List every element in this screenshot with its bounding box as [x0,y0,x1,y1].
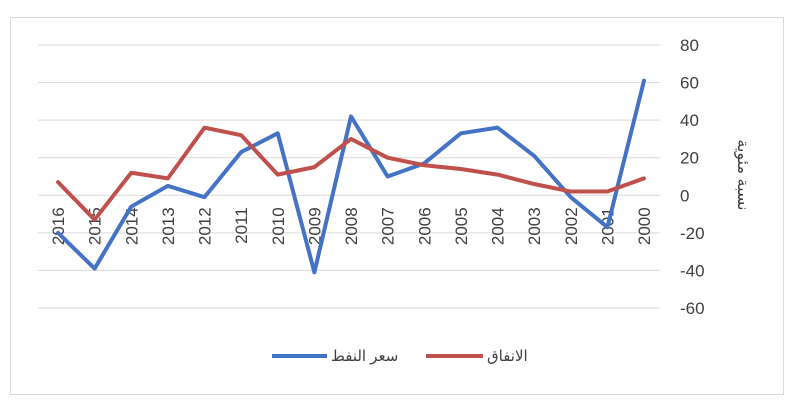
y-tick-label: 0 [680,186,689,205]
y-tick-label: -40 [680,261,705,280]
series-line-oil-price [56,78,646,275]
x-tick-label: 2002 [562,207,581,245]
x-tick-label: 2008 [342,207,361,245]
x-tick-label: 2013 [159,207,178,245]
x-tick-label: 2010 [269,207,288,245]
x-tick-label: 2009 [305,207,324,245]
x-tick-label: 2007 [379,207,398,245]
x-tick-label: 2012 [196,207,215,245]
y-tick-label: -20 [680,224,705,243]
y-axis-title: نسبة مئوية [733,139,751,210]
y-tick-label: 40 [680,111,699,130]
y-tick-label: -60 [680,299,705,318]
y-tick-label: 20 [680,149,699,168]
legend-label-oil-price: سعر النفط [331,348,398,365]
chart-frame [10,17,784,395]
legend: سعر النفط الانفاق [272,348,528,365]
series-lines [56,78,646,275]
series-line-spending [56,125,646,222]
x-axis-ticks: 2016 2015 2014 2013 2012 2011 2010 2009 2008 2007… [49,207,654,245]
gridlines [38,44,660,309]
x-tick-label: 2005 [452,207,471,245]
x-tick-label: 2004 [489,207,508,245]
y-tick-label: 80 [680,36,699,55]
x-tick-label: 2014 [122,207,141,245]
legend-label-spending: الانفاق [487,348,528,365]
x-tick-label: 2000 [635,207,654,245]
x-tick-label: 2003 [525,207,544,245]
x-tick-label: 2006 [415,207,434,245]
x-tick-label: 2011 [232,207,251,244]
y-tick-label: 60 [680,74,699,93]
y-axis-ticks: 80 60 40 20 0 -20 -40 -60 [680,36,705,318]
